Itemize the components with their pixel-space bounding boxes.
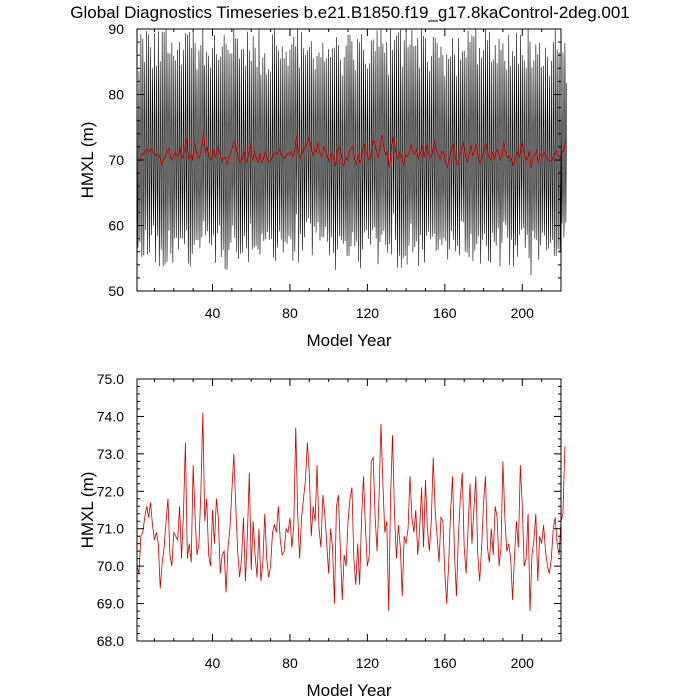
top-x-tick-label: 40 bbox=[205, 305, 221, 321]
top-axes: 40 80 120 160 200 50 60 70 80 90 bbox=[108, 21, 562, 321]
bottom-axes: 40 80 120 160 200 68.0 69.0 70.0 71.0 72.0 73.0 74.… bbox=[97, 371, 562, 671]
bottom-y-tick-label: 68.0 bbox=[97, 633, 124, 649]
bottom-y-tick-label: 69.0 bbox=[97, 596, 124, 612]
top-x-tick-label: 80 bbox=[282, 305, 298, 321]
bottom-plot-frame bbox=[136, 378, 562, 642]
bottom-y-tick-label: 73.0 bbox=[97, 446, 124, 462]
top-y-tick-label: 90 bbox=[108, 21, 124, 37]
bottom-x-tick-label: 200 bbox=[511, 655, 535, 671]
top-y-tick-label: 60 bbox=[108, 218, 124, 234]
bottom-x-tick-label: 120 bbox=[356, 655, 380, 671]
top-x-tick-label: 200 bbox=[511, 305, 535, 321]
top-x-axis-label: Model Year bbox=[306, 331, 391, 350]
bottom-y-tick-label: 71.0 bbox=[97, 521, 124, 537]
bottom-y-tick-label: 75.0 bbox=[97, 371, 124, 387]
top-panel: 40 80 120 160 200 50 60 70 80 90 Model Year HMXL … bbox=[78, 21, 567, 350]
top-y-tick-label: 80 bbox=[108, 87, 124, 103]
bottom-x-tick-label: 40 bbox=[205, 655, 221, 671]
bottom-x-tick-label: 160 bbox=[433, 655, 457, 671]
bottom-series-group bbox=[136, 412, 566, 612]
bottom-panel: 40 80 120 160 200 68.0 69.0 70.0 71.0 72.0 73.0 74.… bbox=[78, 371, 566, 700]
bottom-annual-series-line bbox=[136, 412, 566, 612]
top-annual-series-line bbox=[137, 133, 567, 169]
top-y-tick-label: 70 bbox=[108, 152, 124, 168]
bottom-x-tick-label: 80 bbox=[282, 655, 298, 671]
bottom-x-axis-label: Model Year bbox=[306, 681, 391, 700]
top-series-group bbox=[136, 28, 567, 276]
bottom-y-tick-label: 70.0 bbox=[97, 558, 124, 574]
top-x-tick-label: 160 bbox=[433, 305, 457, 321]
bottom-y-axis-label: HMXL (m) bbox=[78, 472, 97, 549]
figure-title: Global Diagnostics Timeseries b.e21.B185… bbox=[70, 3, 629, 22]
bottom-y-tick-label: 74.0 bbox=[97, 408, 124, 424]
top-monthly-series-line bbox=[136, 28, 567, 276]
bottom-y-tick-label: 72.0 bbox=[97, 483, 124, 499]
top-y-axis-label: HMXL (m) bbox=[78, 122, 97, 199]
top-y-tick-label: 50 bbox=[108, 283, 124, 299]
top-x-tick-label: 120 bbox=[356, 305, 380, 321]
